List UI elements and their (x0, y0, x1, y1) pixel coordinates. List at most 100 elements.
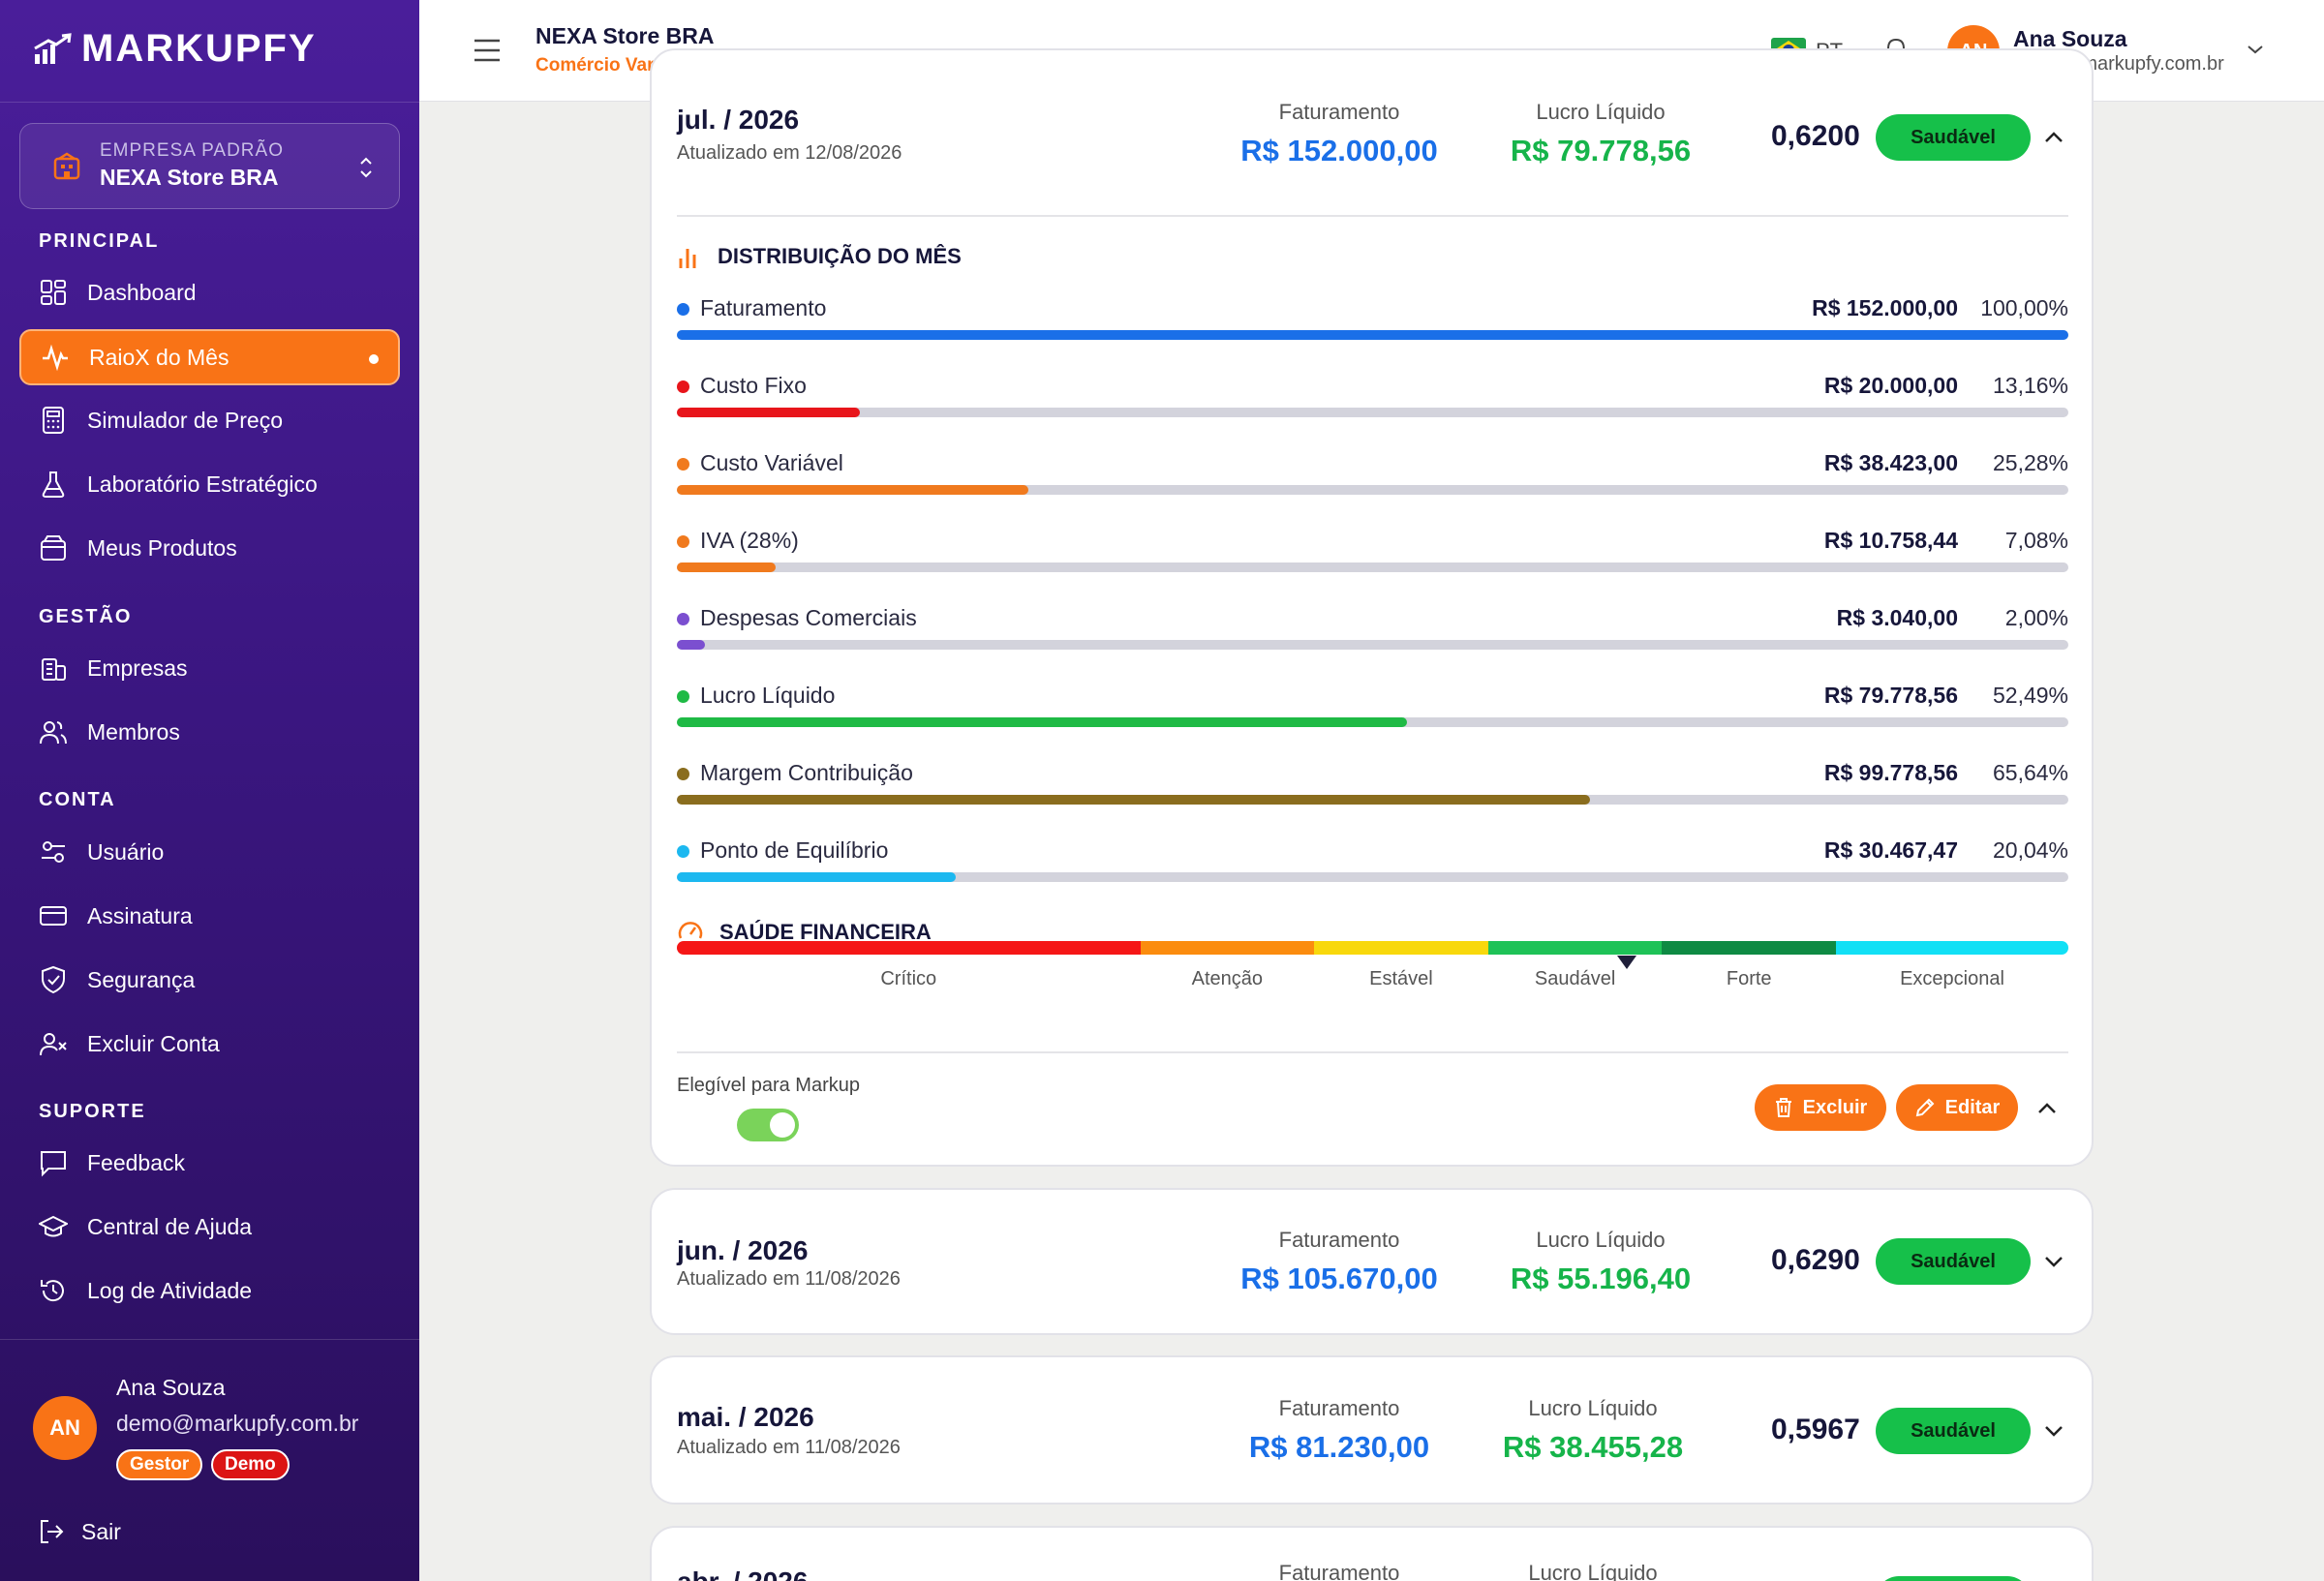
chevron-down-icon[interactable] (2246, 43, 2265, 56)
progress-track (677, 640, 2068, 650)
chevron-down-icon[interactable] (2043, 1255, 2064, 1268)
menu-icon[interactable] (473, 37, 502, 64)
sidebar-item-raiox[interactable]: RaioX do Mês (19, 329, 400, 385)
active-dot (369, 354, 379, 364)
distribution-row: Faturamento R$ 152.000,00 100,00% (677, 291, 2068, 350)
sidebar-item-produtos[interactable]: Meus Produtos (19, 520, 400, 576)
sidebar-item-excluir-conta[interactable]: Excluir Conta (19, 1016, 400, 1072)
sidebar-item-membros[interactable]: Membros (19, 704, 400, 760)
credit-card-icon (40, 906, 67, 926)
company-label: EMPRESA PADRÃO (100, 140, 284, 161)
sidebar-item-label: Dashboard (87, 279, 197, 305)
distribution-row: Lucro Líquido R$ 79.778,56 52,49% (677, 679, 2068, 737)
status-badge: Saudável (1876, 1238, 2031, 1285)
header-user-name: Ana Souza (2013, 26, 2127, 51)
row-percent: 52,49% (1992, 683, 2068, 708)
progress-track (677, 408, 2068, 417)
eligible-label: Elegível para Markup (677, 1075, 860, 1096)
store-name: NEXA Store BRA (535, 23, 715, 48)
logo[interactable]: MARKUPFY (33, 27, 317, 71)
distribution-row: Despesas Comerciais R$ 3.040,00 2,00% (677, 601, 2068, 659)
sidebar-item-empresas[interactable]: Empresas (19, 640, 400, 696)
health-label: Forte (1726, 968, 1772, 989)
chevron-down-icon[interactable] (2043, 1424, 2064, 1438)
row-name: Custo Fixo (700, 373, 807, 398)
health-segment (1662, 941, 1837, 955)
sidebar-item-dashboard[interactable]: Dashboard (19, 264, 400, 320)
health-header: SAÚDE FINANCEIRA (677, 919, 932, 946)
month-card[interactable]: mai. / 2026 Atualizado em 11/08/2026 Fat… (650, 1355, 2094, 1505)
row-percent: 25,28% (1992, 450, 2068, 475)
delete-button[interactable]: Excluir (1755, 1084, 1886, 1131)
markup-index: 0,6290 (1771, 1244, 1860, 1276)
progress-track (677, 330, 2068, 340)
section-gestao: GESTÃO (39, 606, 133, 627)
sidebar-item-label: Laboratório Estratégico (87, 471, 318, 497)
chevron-up-icon[interactable] (2043, 131, 2064, 144)
activity-icon (43, 344, 68, 372)
section-conta: CONTA (39, 789, 116, 810)
sidebar-item-assinatura[interactable]: Assinatura (19, 888, 400, 944)
card-updated: Atualizado em 12/08/2026 (677, 142, 902, 164)
chevron-up-icon[interactable] (2036, 1102, 2058, 1115)
sidebar-item-ajuda[interactable]: Central de Ajuda (19, 1199, 400, 1255)
faturamento-label: Faturamento (1278, 100, 1400, 124)
bar-chart-icon (679, 249, 696, 268)
row-percent: 13,16% (1992, 373, 2068, 398)
gauge-icon (678, 922, 703, 939)
progress-track (677, 872, 2068, 882)
divider (0, 1339, 419, 1340)
company-name: NEXA Store BRA (100, 165, 279, 190)
sidebar-item-label: Central de Ajuda (87, 1213, 253, 1239)
health-label: Atenção (1191, 968, 1264, 989)
health-scale (677, 941, 2068, 955)
distribution-row: IVA (28%) R$ 10.758,44 7,08% (677, 524, 2068, 582)
month-card: jul. / 2026 Atualizado em 12/08/2026 Fat… (650, 48, 2094, 1167)
row-name: Lucro Líquido (700, 683, 836, 708)
logout-button[interactable]: Sair (37, 1517, 121, 1546)
sidebar-item-label: Segurança (87, 966, 196, 992)
row-percent: 100,00% (1980, 295, 2068, 320)
faturamento-value: R$ 152.000,00 (1240, 134, 1438, 167)
divider (677, 1051, 2068, 1053)
sidebar-item-label: Empresas (87, 654, 188, 681)
markup-index: 0,6200 (1771, 120, 1860, 152)
sidebar-item-label: Log de Atividade (87, 1277, 253, 1303)
graduation-cap-icon (39, 1215, 68, 1237)
sidebar-item-feedback[interactable]: Feedback (19, 1135, 400, 1191)
sidebar-item-seguranca[interactable]: Segurança (19, 952, 400, 1008)
progress-track (677, 717, 2068, 727)
month-card[interactable]: abr. / 2026 Faturamento Lucro Líquido (650, 1526, 2094, 1581)
row-value: R$ 79.778,56 (1823, 683, 1958, 708)
status-badge: Saudável (1876, 1408, 2031, 1454)
sliders-icon (42, 841, 65, 863)
status-badge: Saudável (1876, 114, 2031, 161)
sidebar-item-log[interactable]: Log de Atividade (19, 1262, 400, 1319)
sidebar-item-usuario[interactable]: Usuário (19, 824, 400, 880)
edit-button[interactable]: Editar (1896, 1084, 2018, 1131)
row-name: Ponto de Equilíbrio (700, 837, 889, 863)
month-card[interactable]: jun. / 2026 Atualizado em 11/08/2026 Fat… (650, 1188, 2094, 1335)
sidebar-item-laboratorio[interactable]: Laboratório Estratégico (19, 456, 400, 512)
health-label: Excepcional (1900, 968, 2004, 989)
eligible-toggle[interactable] (737, 1109, 799, 1141)
grid-icon (41, 280, 66, 305)
divider (677, 215, 2068, 217)
lucro-value: R$ 79.778,56 (1510, 134, 1692, 167)
box-icon (41, 535, 66, 561)
legend-dot (677, 380, 689, 393)
row-value: R$ 38.423,00 (1823, 450, 1958, 475)
avatar[interactable]: AN (33, 1396, 97, 1460)
logout-icon (41, 1520, 64, 1543)
row-value: R$ 20.000,00 (1823, 373, 1958, 398)
company-selector[interactable]: EMPRESA PADRÃO NEXA Store BRA (19, 123, 400, 209)
progress-fill (677, 408, 861, 417)
legend-dot (677, 768, 689, 780)
sidebar-item-simulador[interactable]: Simulador de Preço (19, 392, 400, 448)
progress-fill (677, 795, 1591, 805)
progress-track (677, 485, 2068, 495)
progress-track (677, 562, 2068, 572)
progress-fill (677, 562, 776, 572)
legend-dot (677, 613, 689, 625)
progress-fill (677, 717, 1408, 727)
